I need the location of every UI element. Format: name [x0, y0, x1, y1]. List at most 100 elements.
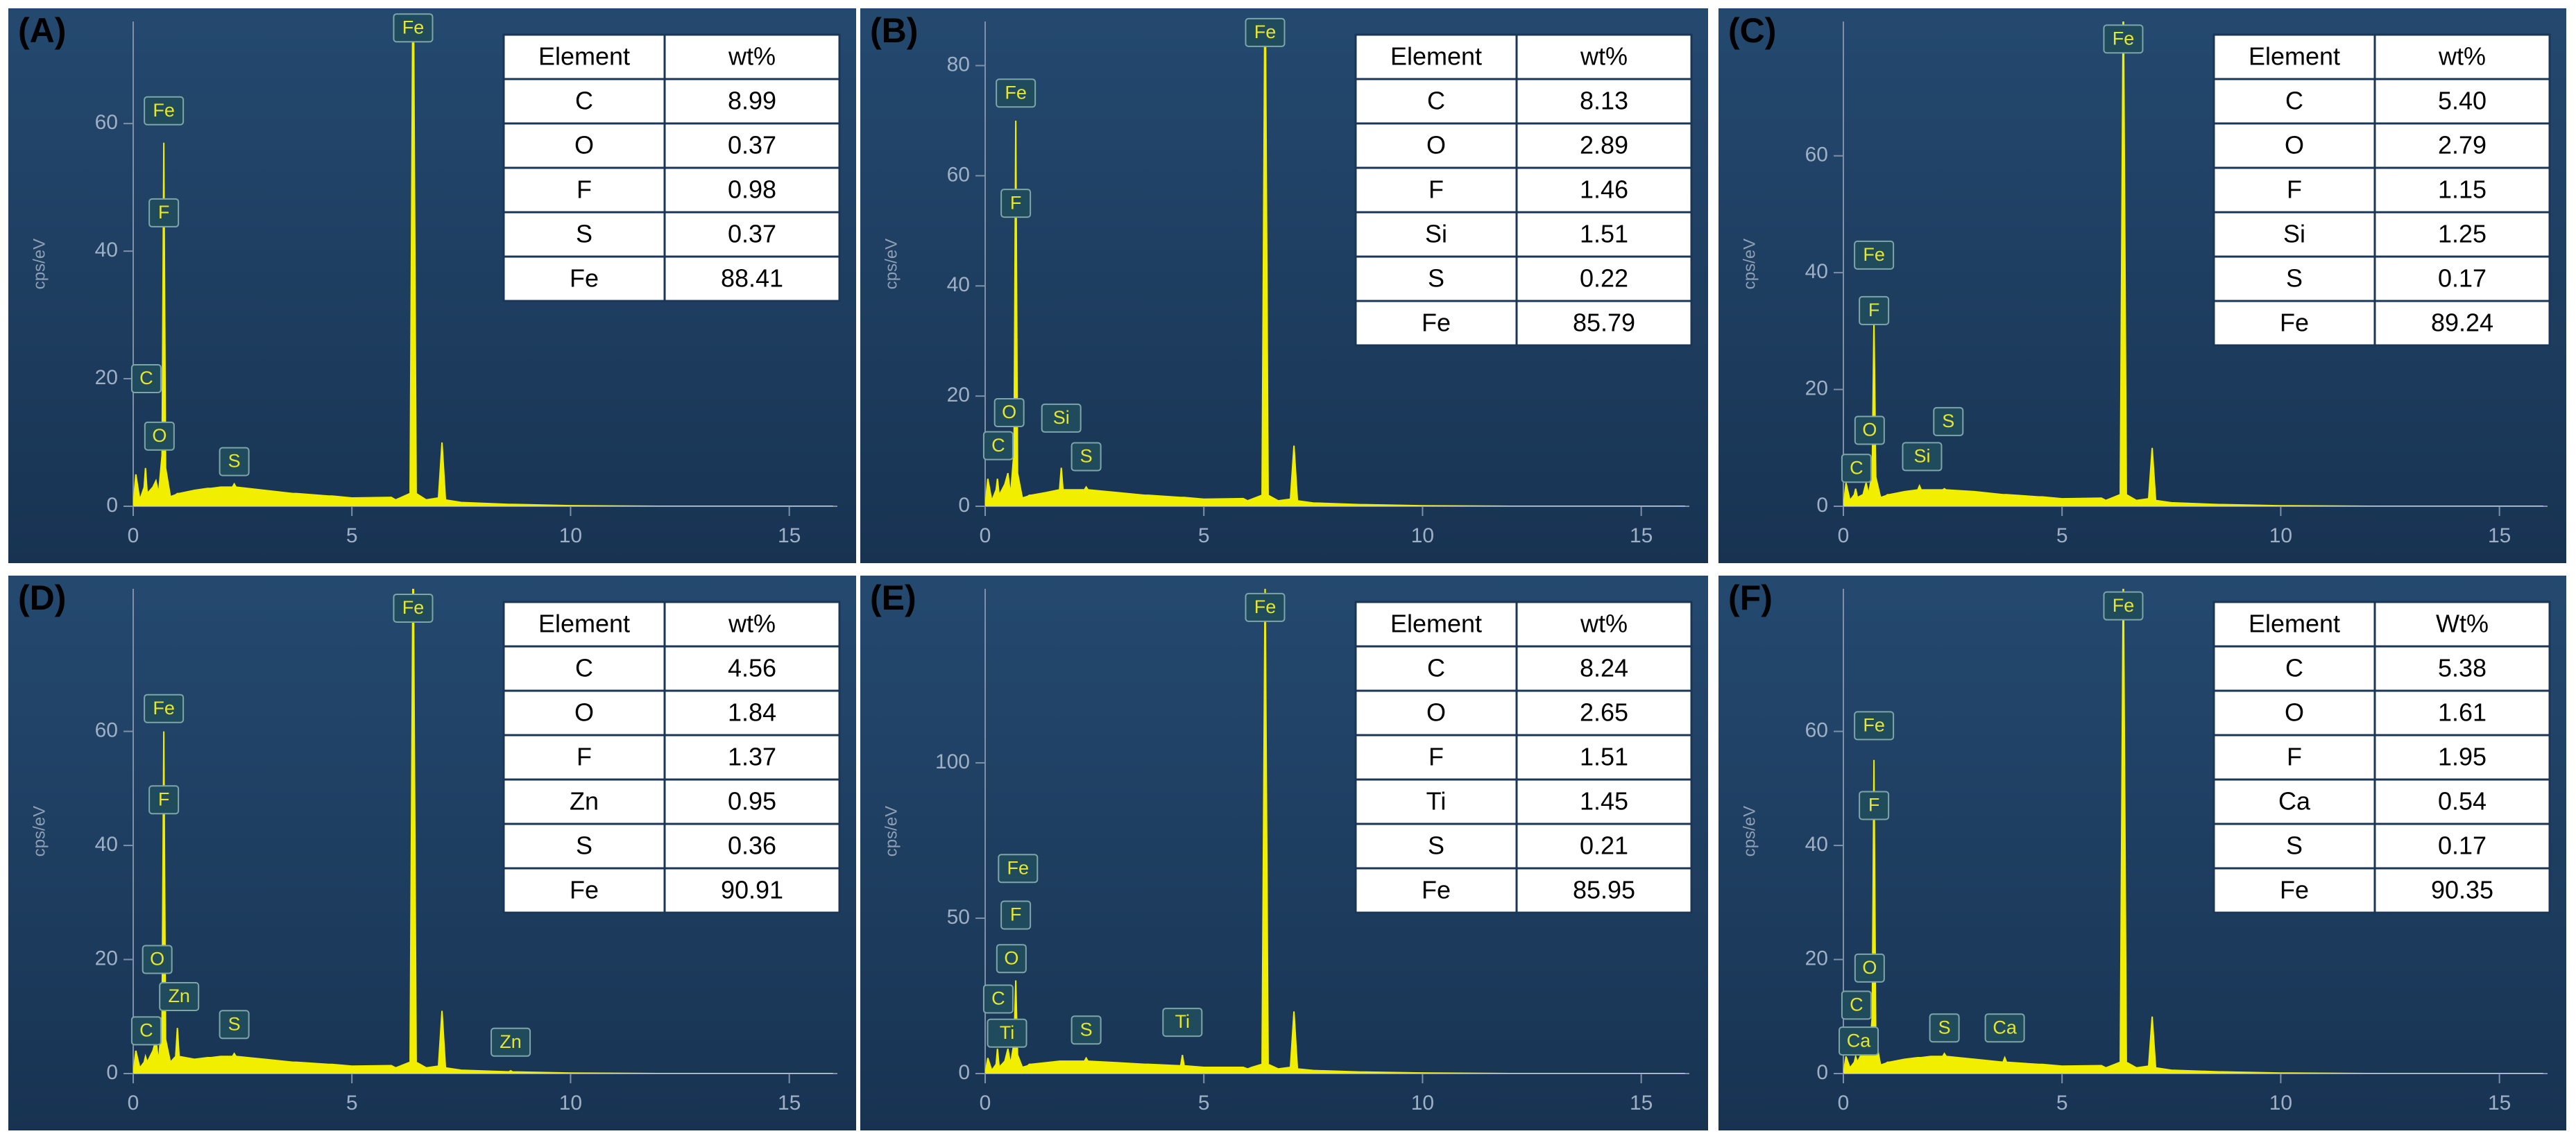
- y-tick-label: 60: [95, 719, 118, 742]
- table-cell: 5.40: [2438, 87, 2487, 115]
- table-cell: 0.54: [2438, 787, 2487, 816]
- x-tick-label: 15: [1630, 1092, 1653, 1114]
- table-cell: O: [2285, 131, 2304, 160]
- table-header: Element: [2249, 42, 2340, 71]
- y-tick-label: 20: [95, 366, 118, 389]
- x-tick-label: 5: [346, 1092, 358, 1114]
- table-cell: Fe: [1422, 876, 1451, 904]
- peak-label: S: [1942, 411, 1954, 431]
- table-cell: F: [577, 743, 592, 771]
- peak-label-box: [491, 1027, 531, 1057]
- peak-label-box: [130, 364, 162, 394]
- table-cell: 85.79: [1573, 309, 1635, 337]
- y-tick-label: 0: [958, 1061, 970, 1084]
- table-cell: S: [1428, 264, 1444, 293]
- x-tick-label: 0: [128, 1092, 139, 1114]
- peak-label: O: [1862, 420, 1877, 440]
- y-tick-label: 20: [1805, 377, 1828, 399]
- peak-label: O: [1862, 957, 1877, 978]
- table-cell: F: [1428, 175, 1444, 204]
- peak-label: F: [158, 789, 170, 809]
- peak-label-box: [159, 981, 200, 1011]
- table-cell: 8.13: [1580, 87, 1628, 115]
- table-header: wt%: [2438, 42, 2486, 71]
- peak-label: S: [1080, 1019, 1093, 1040]
- table-cell: 1.15: [2438, 175, 2487, 204]
- table-cell: 90.35: [2431, 876, 2493, 904]
- table-cell: Si: [2283, 220, 2305, 248]
- peak-label: Fe: [2113, 595, 2135, 616]
- peak-label-box: [1984, 1013, 2025, 1043]
- table-cell: Fe: [2280, 309, 2309, 337]
- table-cell: 1.61: [2438, 698, 2487, 727]
- table-cell: 2.65: [1580, 698, 1628, 727]
- x-tick-label: 5: [2056, 1092, 2068, 1114]
- table-cell: 85.95: [1573, 876, 1635, 904]
- peak-label-box: [142, 945, 173, 974]
- peak-label: F: [1868, 795, 1880, 816]
- table-cell: O: [574, 698, 594, 727]
- peak-label-box: [393, 13, 434, 43]
- x-tick-label: 5: [346, 524, 358, 547]
- peak-label: Fe: [2113, 28, 2135, 49]
- table-cell: Fe: [2280, 876, 2309, 904]
- y-tick-label: 40: [95, 239, 118, 261]
- y-tick-label: 0: [958, 494, 970, 517]
- y-tick-label: 0: [1816, 1061, 1828, 1084]
- peak-label-box: [130, 1016, 162, 1046]
- table-header: Element: [538, 610, 630, 638]
- table-cell: S: [576, 832, 592, 860]
- table-cell: Fe: [570, 876, 599, 904]
- table-background: [502, 601, 841, 914]
- x-tick-label: 0: [980, 1092, 991, 1114]
- y-axis-label: cps/eV: [882, 239, 901, 289]
- peak-label: Fe: [1863, 244, 1885, 265]
- peak-label-box: [144, 96, 185, 126]
- table-cell: F: [2287, 743, 2302, 771]
- x-tick-label: 15: [778, 524, 801, 547]
- y-tick-label: 40: [947, 273, 970, 296]
- spectrum: [1843, 21, 2543, 506]
- peak-label: Fe: [1863, 714, 1885, 735]
- peak-label-box: [1041, 403, 1082, 433]
- spectrum: [985, 589, 1685, 1074]
- table-cell: O: [1426, 698, 1446, 727]
- table-cell: 8.24: [1580, 654, 1628, 682]
- peak-label: Fe: [1005, 82, 1027, 103]
- table-cell: 1.51: [1580, 220, 1628, 248]
- y-tick-label: 0: [106, 494, 118, 517]
- y-tick-label: 40: [1805, 833, 1828, 856]
- x-tick-label: 15: [2488, 1092, 2511, 1114]
- table-cell: S: [2286, 264, 2303, 293]
- y-tick-label: 50: [947, 906, 970, 929]
- peak-label: Ti: [1000, 1022, 1015, 1043]
- x-tick-label: 0: [128, 524, 139, 547]
- x-tick-label: 10: [559, 1092, 582, 1114]
- y-tick-label: 40: [1805, 260, 1828, 283]
- peak-label: C: [991, 988, 1005, 1009]
- peak-label-box: [1839, 1026, 1879, 1056]
- table-cell: C: [1427, 654, 1445, 682]
- table-cell: 1.25: [2438, 220, 2487, 248]
- peak-label-box: [1071, 1015, 1102, 1045]
- table-cell: 1.95: [2438, 743, 2487, 771]
- peak-label-box: [1902, 442, 1943, 472]
- peak-label-box: [982, 431, 1014, 460]
- peak-label-box: [393, 593, 434, 623]
- peak-label-box: [982, 984, 1014, 1014]
- peak-label-box: [1245, 592, 1286, 622]
- table-cell: Fe: [570, 264, 599, 293]
- panel-title: (E): [870, 578, 916, 617]
- table-cell: F: [2287, 175, 2302, 204]
- peak-label: C: [139, 1019, 153, 1040]
- y-tick-label: 20: [95, 947, 118, 970]
- panel-title: (A): [18, 11, 66, 50]
- peak-label-box: [1162, 1008, 1203, 1038]
- peak-label: Fe: [402, 597, 425, 618]
- table-cell: Si: [1425, 220, 1447, 248]
- x-tick-label: 10: [2269, 1092, 2292, 1114]
- peak-label: Fe: [1254, 596, 1277, 617]
- y-tick-label: 60: [1805, 144, 1828, 166]
- peak-label-box: [996, 944, 1027, 974]
